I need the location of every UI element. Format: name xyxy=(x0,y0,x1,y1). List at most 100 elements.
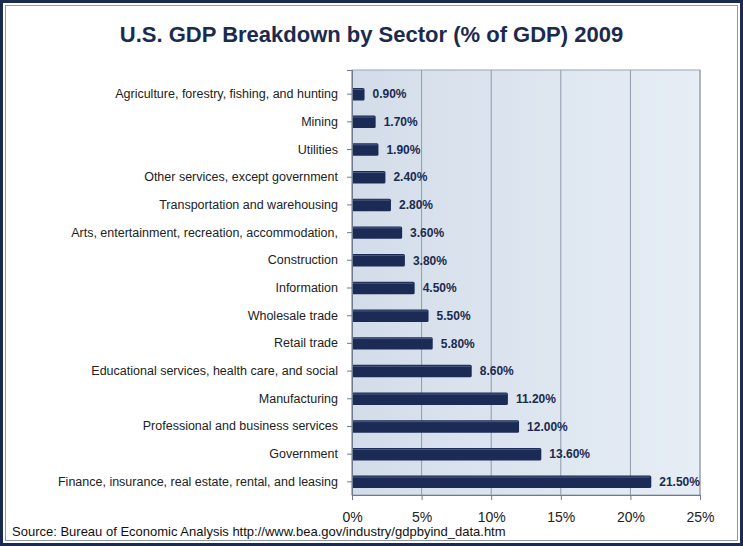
grid-line xyxy=(630,70,631,495)
y-tick-label: Other services, except government xyxy=(144,170,338,184)
bar-highlight xyxy=(353,449,540,450)
bar xyxy=(352,365,472,377)
y-tick: Finance, insurance, real estate, rental,… xyxy=(58,475,352,489)
bar-highlight xyxy=(353,227,401,228)
y-tick: Other services, except government xyxy=(144,170,352,184)
data-label: 1.90% xyxy=(386,143,420,157)
bar xyxy=(352,476,651,488)
bar-highlight xyxy=(353,421,518,422)
y-tick: Educational services, health care, and s… xyxy=(91,364,352,378)
title: U.S. GDP Breakdown by Sector (% of GDP) … xyxy=(120,22,623,47)
data-label: 12.00% xyxy=(527,420,568,434)
y-tick: Professional and business services xyxy=(143,419,352,433)
bar xyxy=(352,420,519,432)
x-tick-label: 0% xyxy=(342,509,362,525)
y-tick-mark xyxy=(347,288,352,289)
y-axis: Agriculture, forestry, fishing, and hunt… xyxy=(58,71,353,496)
plot-background xyxy=(352,70,700,495)
y-axis-line xyxy=(347,71,353,496)
data-label: 11.20% xyxy=(516,392,556,406)
x-tick: 25% xyxy=(686,495,714,525)
bar-highlight xyxy=(353,283,414,284)
data-label: 2.80% xyxy=(399,198,433,212)
y-tick: Information xyxy=(275,281,352,295)
y-tick: Construction xyxy=(268,253,352,267)
y-tick-label: Finance, insurance, real estate, rental,… xyxy=(58,475,338,489)
data-label: 13.60% xyxy=(549,447,590,461)
y-tick-mark xyxy=(347,121,352,122)
data-label: 5.80% xyxy=(441,337,475,351)
y-tick-label: Manufacturing xyxy=(259,392,338,406)
bar xyxy=(352,116,376,128)
y-tick-mark xyxy=(347,454,352,455)
y-tick-label: Wholesale trade xyxy=(248,309,338,323)
data-label: 4.50% xyxy=(423,281,457,295)
y-tick-mark xyxy=(347,426,352,427)
bar xyxy=(352,226,402,238)
bar xyxy=(352,199,391,211)
bar-highlight xyxy=(353,477,650,478)
x-tick-label: 5% xyxy=(412,509,432,525)
data-label: 2.40% xyxy=(393,170,427,184)
bar-highlight xyxy=(353,366,471,367)
bar-highlight xyxy=(353,394,507,395)
y-tick-label: Agriculture, forestry, fishing, and hunt… xyxy=(115,87,338,101)
x-axis: 0% 5% 10% 15% 20% 25% xyxy=(342,495,714,525)
y-tick-mark xyxy=(347,481,352,482)
bar-highlight xyxy=(353,200,390,201)
y-tick: Government xyxy=(269,447,352,461)
grid-line xyxy=(700,70,701,495)
bar xyxy=(352,171,385,183)
y-tick-label: Information xyxy=(275,281,338,295)
y-tick-mark xyxy=(347,398,352,399)
y-tick: Arts, entertainment, recreation, accommo… xyxy=(71,226,352,240)
y-tick: Transportation and warehousing xyxy=(159,198,352,212)
data-label: 21.50% xyxy=(659,475,700,489)
y-tick: Wholesale trade xyxy=(248,309,352,323)
bar-highlight xyxy=(353,172,384,173)
y-tick-mark xyxy=(347,149,352,150)
y-tick-label: Government xyxy=(269,447,338,461)
y-tick: Utilities xyxy=(298,143,352,157)
y-tick-label: Arts, entertainment, recreation, accommo… xyxy=(71,226,338,240)
bar xyxy=(352,309,429,321)
source: Source: Bureau of Economic Analysis http… xyxy=(12,524,506,539)
data-label: 5.50% xyxy=(437,309,471,323)
x-tick: 10% xyxy=(478,495,506,525)
bar xyxy=(352,282,415,294)
y-tick: Agriculture, forestry, fishing, and hunt… xyxy=(115,87,352,101)
y-tick-mark xyxy=(347,232,352,233)
y-tick: Manufacturing xyxy=(259,392,352,406)
y-tick: Mining xyxy=(301,115,352,129)
bars xyxy=(352,88,651,488)
x-tick-mark xyxy=(352,495,353,500)
data-label: 3.60% xyxy=(410,226,444,240)
data-label: 1.70% xyxy=(384,115,418,129)
x-tick-label: 20% xyxy=(617,509,645,525)
inner-frame xyxy=(6,6,738,541)
bar xyxy=(352,254,405,266)
bar-highlight xyxy=(353,117,375,118)
data-label: 0.90% xyxy=(373,87,407,101)
y-tick-mark xyxy=(347,204,352,205)
x-tick-label: 15% xyxy=(547,509,575,525)
x-tick-mark xyxy=(561,495,562,500)
bar xyxy=(352,143,378,155)
y-tick: Retail trade xyxy=(274,336,352,350)
y-tick-mark xyxy=(347,315,352,316)
bar-highlight xyxy=(353,255,404,256)
y-tick-mark xyxy=(347,371,352,372)
x-tick: 15% xyxy=(547,495,575,525)
grid xyxy=(352,70,700,495)
x-tick: 20% xyxy=(617,495,645,525)
y-tick-label: Mining xyxy=(301,115,338,129)
bar xyxy=(352,337,433,349)
x-tick-mark xyxy=(700,495,701,500)
y-tick-label: Construction xyxy=(268,253,338,267)
outer-frame xyxy=(2,2,742,545)
y-tick-mark xyxy=(347,260,352,261)
bar-highlight xyxy=(353,89,364,90)
y-tick-label: Educational services, health care, and s… xyxy=(91,364,338,378)
x-tick: 0% xyxy=(342,495,362,525)
x-axis-line xyxy=(353,496,701,501)
